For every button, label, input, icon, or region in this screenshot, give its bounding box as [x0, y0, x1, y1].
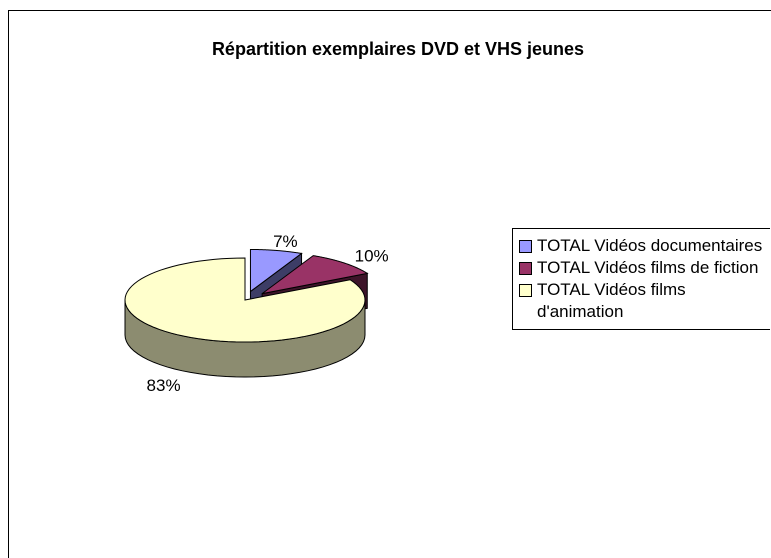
- slice-top: [261, 255, 369, 295]
- pie: [124, 248, 369, 378]
- legend-label: TOTAL Vidéos films de fiction: [537, 258, 759, 277]
- legend-item: TOTAL Vidéos films de fiction: [519, 257, 770, 279]
- legend-swatch: [519, 240, 532, 253]
- legend-item: TOTAL Vidéos documentaires: [519, 235, 770, 257]
- slice-top: [249, 248, 303, 293]
- data-label: 7%: [273, 232, 298, 251]
- legend-label: TOTAL Vidéos films d'animation: [537, 280, 686, 321]
- data-label: 10%: [355, 247, 389, 266]
- legend-item: TOTAL Vidéos films d'animation: [519, 279, 770, 323]
- legend-swatch: [519, 284, 532, 297]
- slice-top: [124, 257, 366, 343]
- slice: [124, 257, 366, 378]
- legend-label: TOTAL Vidéos documentaires: [537, 236, 763, 255]
- legend-swatch: [519, 262, 532, 275]
- chart-title: Répartition exemplaires DVD et VHS jeune…: [212, 39, 584, 59]
- data-label: 83%: [147, 376, 181, 395]
- legend: TOTAL Vidéos documentaires TOTAL Vidéos f…: [512, 228, 770, 330]
